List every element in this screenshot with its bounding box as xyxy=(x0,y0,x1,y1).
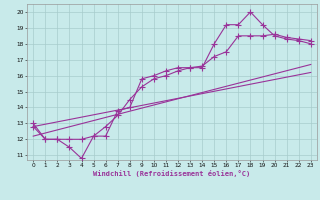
X-axis label: Windchill (Refroidissement éolien,°C): Windchill (Refroidissement éolien,°C) xyxy=(93,170,251,177)
